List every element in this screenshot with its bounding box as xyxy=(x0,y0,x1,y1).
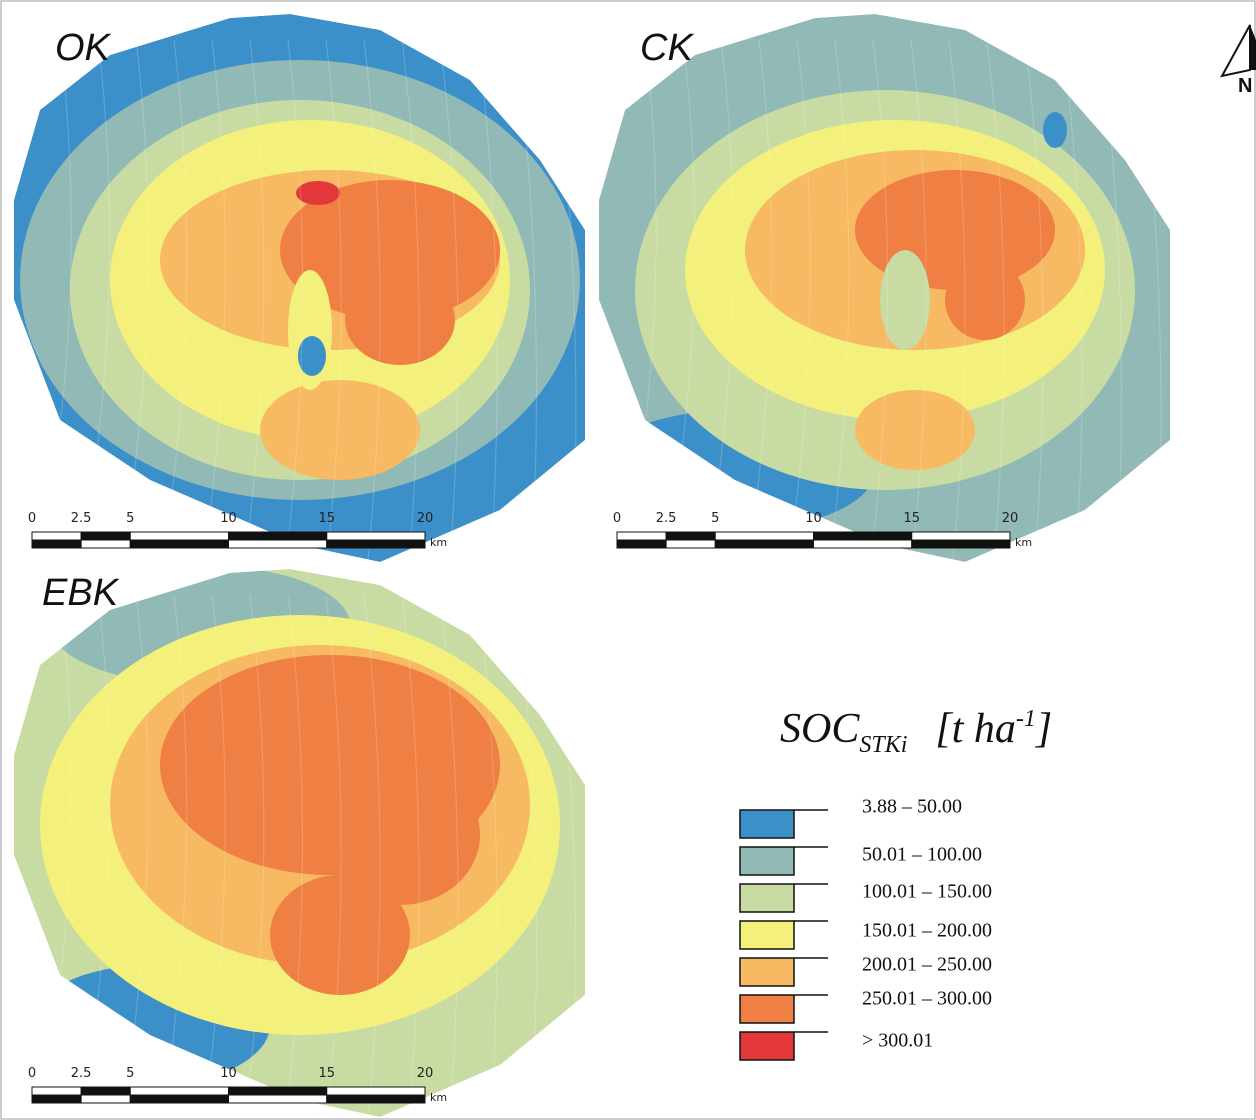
legend-swatch xyxy=(740,921,794,949)
scale-tick-label: 15 xyxy=(903,511,920,526)
scale-segment xyxy=(229,540,327,548)
legend-label: 50.01 – 100.00 xyxy=(862,844,982,866)
scale-tick-label: 0 xyxy=(28,511,36,526)
legend-label: 100.01 – 150.00 xyxy=(862,881,992,903)
legend-swatch xyxy=(740,810,794,838)
scale-segment xyxy=(130,532,228,540)
scale-segment xyxy=(327,532,425,540)
legend-title-sup: -1 xyxy=(1016,706,1036,732)
legend-title-sub: STKi xyxy=(859,732,907,758)
scale-tick-label: 20 xyxy=(417,1066,434,1081)
scale-segment xyxy=(81,540,130,548)
scale-tick-label: 15 xyxy=(318,1066,335,1081)
scale-segment xyxy=(32,532,81,540)
map-zone xyxy=(855,390,975,470)
scale-segment xyxy=(229,1087,327,1095)
legend-swatch xyxy=(740,847,794,875)
scale-tick-label: 10 xyxy=(805,511,822,526)
scale-tick-label: 15 xyxy=(318,511,335,526)
legend-title-main: SOC xyxy=(780,706,860,752)
scale-segment xyxy=(229,1095,327,1103)
scale-segment xyxy=(327,1095,425,1103)
scale-segment xyxy=(32,540,81,548)
scale-segment xyxy=(814,540,912,548)
legend-label: 200.01 – 250.00 xyxy=(862,954,992,976)
scale-segment xyxy=(814,532,912,540)
scale-segment xyxy=(229,532,327,540)
legend-label: 3.88 – 50.00 xyxy=(862,796,962,818)
panel-label: OK xyxy=(55,27,112,69)
scale-unit: km xyxy=(430,1091,447,1104)
legend-label: 150.01 – 200.00 xyxy=(862,920,992,942)
scale-segment xyxy=(912,532,1010,540)
legend-swatch xyxy=(740,958,794,986)
scale-tick-label: 5 xyxy=(711,511,719,526)
legend-swatch xyxy=(740,1032,794,1060)
scale-tick-label: 10 xyxy=(220,511,237,526)
map-zone xyxy=(296,181,340,205)
figure: OK 0 2.5 5 10 15 20 km CK 0 2.5 5 10 15 20 km EBK 0 2.5 5 10… xyxy=(0,0,1256,1120)
scale-segment xyxy=(715,540,813,548)
scale-segment xyxy=(327,1087,425,1095)
scale-segment xyxy=(617,540,666,548)
legend-label: > 300.01 xyxy=(862,1030,933,1052)
scale-segment xyxy=(130,1095,228,1103)
scale-segment xyxy=(32,1095,81,1103)
scale-tick-label: 20 xyxy=(1002,511,1019,526)
north-label: N xyxy=(1238,75,1252,97)
scale-tick-label: 20 xyxy=(417,511,434,526)
scale-segment xyxy=(912,540,1010,548)
scale-tick-label: 10 xyxy=(220,1066,237,1081)
scale-segment xyxy=(617,532,666,540)
map-zone xyxy=(260,380,420,480)
scale-segment xyxy=(666,532,715,540)
scale-unit: km xyxy=(1015,536,1032,549)
scale-tick-label: 5 xyxy=(126,1066,134,1081)
legend-title-unit: [t ha xyxy=(935,706,1016,752)
scale-segment xyxy=(715,532,813,540)
map-zone xyxy=(1043,112,1067,148)
legend-title-close: ] xyxy=(1035,706,1052,752)
scale-segment xyxy=(32,1087,81,1095)
scale-unit: km xyxy=(430,536,447,549)
legend-label: 250.01 – 300.00 xyxy=(862,988,992,1010)
map-zone xyxy=(345,275,455,365)
scale-segment xyxy=(81,1095,130,1103)
scale-segment xyxy=(130,1087,228,1095)
scale-tick-label: 2.5 xyxy=(71,1066,92,1081)
map-zone xyxy=(945,260,1025,340)
scale-segment xyxy=(130,540,228,548)
panel-label: CK xyxy=(640,27,694,69)
scale-segment xyxy=(666,540,715,548)
scale-segment xyxy=(327,540,425,548)
legend-swatch xyxy=(740,995,794,1023)
scale-segment xyxy=(81,1087,130,1095)
scale-segment xyxy=(81,532,130,540)
scale-tick-label: 0 xyxy=(28,1066,36,1081)
scale-tick-label: 5 xyxy=(126,511,134,526)
scale-tick-label: 2.5 xyxy=(71,511,92,526)
legend-swatch xyxy=(740,884,794,912)
scale-tick-label: 2.5 xyxy=(656,511,677,526)
panel-label: EBK xyxy=(42,572,120,614)
scale-tick-label: 0 xyxy=(613,511,621,526)
